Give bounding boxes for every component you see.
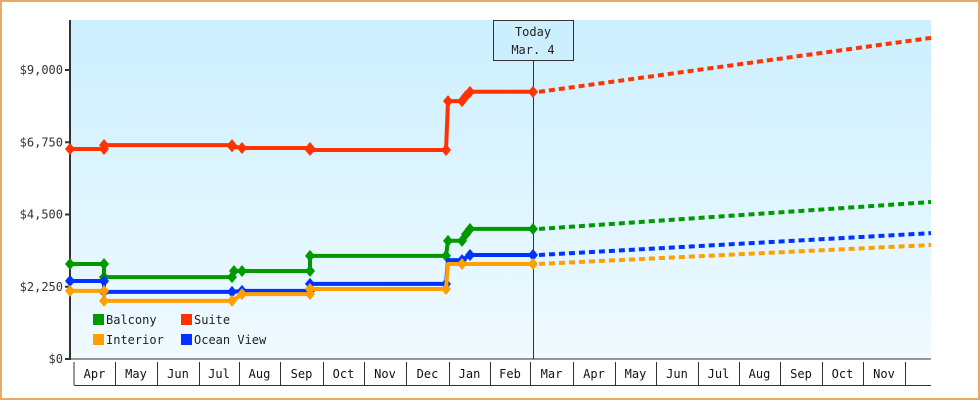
- data-point-marker[interactable]: [305, 265, 315, 278]
- x-month-label: Jun: [666, 367, 688, 381]
- x-month-label: Nov: [873, 367, 895, 381]
- data-point-marker[interactable]: [99, 294, 109, 307]
- y-tick-label: $6,750: [20, 135, 63, 149]
- x-axis-months: Apr May Jun Jul Aug Sep Oct Nov Dec Jan Feb Mar Apr M…: [73, 362, 931, 386]
- data-point-marker[interactable]: [65, 257, 75, 270]
- data-point-marker[interactable]: [443, 95, 453, 108]
- data-point-marker[interactable]: [229, 265, 239, 278]
- data-point-marker[interactable]: [305, 282, 315, 295]
- data-point-marker[interactable]: [528, 257, 538, 270]
- data-point-marker[interactable]: [441, 282, 451, 295]
- x-month-label: Oct: [832, 367, 854, 381]
- data-point-marker[interactable]: [237, 288, 247, 301]
- data-point-marker[interactable]: [305, 143, 315, 156]
- data-point-marker[interactable]: [465, 85, 475, 98]
- y-tick-label: $2,250: [20, 280, 63, 294]
- y-axis: $0 $2,250 $4,500 $6,750 $9,000: [20, 20, 931, 366]
- legend-label: Interior: [106, 333, 164, 347]
- legend-item-balcony[interactable]: Balcony: [93, 313, 157, 327]
- x-month-label: May: [625, 367, 647, 381]
- legend-swatch: [93, 334, 104, 345]
- y-tick-label: $9,000: [20, 63, 63, 77]
- today-label: Today: [515, 25, 551, 39]
- data-point-marker[interactable]: [65, 284, 75, 297]
- forecast-line: [538, 243, 932, 266]
- legend-item-interior[interactable]: Interior: [93, 333, 164, 347]
- legend-swatch: [181, 334, 192, 345]
- today-date: Mar. 4: [511, 43, 554, 57]
- legend-label: Suite: [194, 313, 230, 327]
- data-point-marker[interactable]: [237, 142, 247, 155]
- today-box: [493, 20, 574, 61]
- series-balcony: [65, 199, 932, 284]
- data-point-marker[interactable]: [528, 85, 538, 98]
- x-month-label: Sep: [291, 367, 313, 381]
- data-point-marker[interactable]: [227, 285, 237, 298]
- data-point-marker[interactable]: [99, 284, 109, 297]
- y-tick-label: $4,500: [20, 208, 63, 222]
- legend: Balcony Suite Interior Ocean View: [93, 313, 267, 347]
- x-month-label: Oct: [333, 367, 355, 381]
- legend-item-ocean-view[interactable]: Ocean View: [181, 333, 267, 347]
- data-point-marker[interactable]: [457, 257, 467, 270]
- x-month-label: Apr: [583, 367, 605, 381]
- x-month-label: Mar: [541, 367, 563, 381]
- x-month-label: Aug: [249, 367, 271, 381]
- data-point-marker[interactable]: [99, 139, 109, 152]
- legend-label: Balcony: [106, 313, 157, 327]
- forecast-line: [538, 199, 932, 231]
- series-suite: [65, 35, 932, 156]
- x-month-label: May: [125, 367, 147, 381]
- today-marker: Today Mar. 4: [493, 20, 574, 359]
- forecast-line: [538, 231, 932, 257]
- legend-swatch: [93, 314, 104, 325]
- series-layer: [65, 35, 932, 307]
- data-point-marker[interactable]: [305, 249, 315, 262]
- x-month-label: Nov: [374, 367, 396, 381]
- data-point-marker[interactable]: [65, 274, 75, 287]
- data-point-marker[interactable]: [65, 142, 75, 155]
- x-month-label: Sep: [790, 367, 812, 381]
- series-interior: [65, 243, 932, 307]
- plot-area: [70, 20, 931, 359]
- data-point-marker[interactable]: [465, 222, 475, 235]
- x-month-label: Jul: [708, 367, 730, 381]
- forecast-line: [538, 35, 932, 94]
- x-month-label: Feb: [499, 367, 521, 381]
- x-month-label: Dec: [417, 367, 439, 381]
- x-month-label: Aug: [749, 367, 771, 381]
- data-point-marker[interactable]: [227, 294, 237, 307]
- legend-item-suite[interactable]: Suite: [181, 313, 230, 327]
- data-point-marker[interactable]: [528, 222, 538, 235]
- y-tick-label: $0: [49, 352, 63, 366]
- x-month-label: Jun: [167, 367, 189, 381]
- legend-swatch: [181, 314, 192, 325]
- data-point-marker[interactable]: [99, 257, 109, 270]
- data-point-marker[interactable]: [465, 248, 475, 261]
- data-point-marker[interactable]: [99, 274, 109, 287]
- data-point-marker[interactable]: [443, 234, 453, 247]
- x-month-label: Apr: [84, 367, 106, 381]
- data-point-marker[interactable]: [528, 248, 538, 261]
- data-point-marker[interactable]: [441, 143, 451, 156]
- legend-label: Ocean View: [194, 333, 267, 347]
- data-point-marker[interactable]: [227, 140, 237, 153]
- data-point-marker[interactable]: [237, 265, 247, 278]
- x-month-label: Jul: [208, 367, 230, 381]
- x-month-label: Jan: [459, 367, 481, 381]
